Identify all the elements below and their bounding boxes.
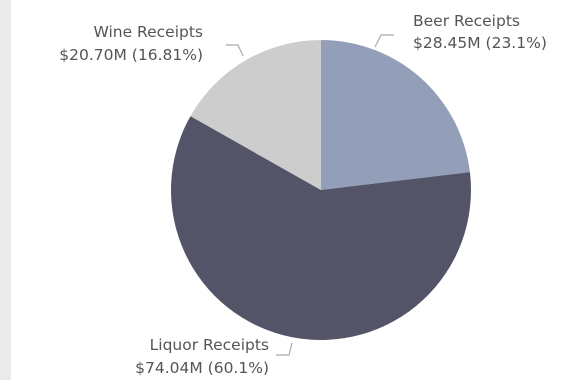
beer-receipts-name: Beer Receipts: [413, 12, 520, 30]
beer-receipts-label-group: Beer Receipts $28.45M (23.1%): [374, 12, 547, 52]
beer-receipts-value: $28.45M (23.1%): [413, 34, 547, 52]
liquor-receipts-leader-line: [276, 342, 293, 356]
pie-slices: [171, 39, 472, 340]
liquor-receipts-label-group: Liquor Receipts $74.04M (60.1%): [135, 336, 293, 377]
beer-receipts-slice: [321, 39, 470, 190]
left-rail: [0, 0, 11, 380]
wine-receipts-leader-line: [226, 44, 244, 57]
wine-receipts-label-group: Wine Receipts $20.70M (16.81%): [59, 23, 244, 64]
liquor-receipts-value: $74.04M (60.1%): [135, 359, 269, 377]
wine-receipts-name: Wine Receipts: [93, 23, 203, 41]
beer-receipts-leader-line: [374, 34, 394, 48]
liquor-receipts-name: Liquor Receipts: [150, 336, 269, 354]
liquor-receipts-slice: [171, 116, 472, 340]
wine-receipts-value: $20.70M (16.81%): [59, 46, 203, 64]
wine-receipts-slice: [190, 40, 321, 190]
